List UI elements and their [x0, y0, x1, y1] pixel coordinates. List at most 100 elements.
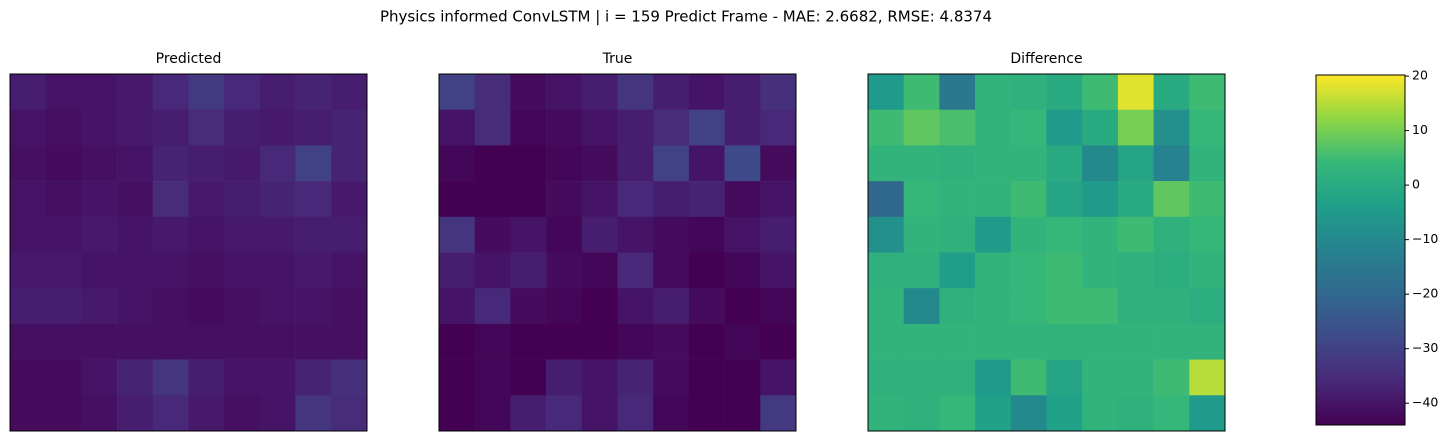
heatmap-cell	[581, 323, 618, 360]
heatmap-cell	[474, 216, 511, 253]
heatmap-cell	[975, 216, 1012, 253]
heatmap-cell	[152, 252, 189, 289]
heatmap-cell	[152, 145, 189, 182]
heatmap-cell	[617, 395, 654, 432]
heatmap-cell	[439, 288, 475, 325]
heatmap-cell	[617, 288, 654, 325]
heatmap-cell	[295, 252, 332, 289]
heatmap-cell	[903, 359, 940, 396]
heatmap-cell	[617, 359, 654, 396]
heatmap-cell	[1082, 395, 1119, 432]
heatmap-cell	[617, 74, 654, 110]
heatmap-cell	[331, 288, 368, 325]
heatmap-cell	[1010, 252, 1047, 289]
heatmap-cell	[760, 181, 797, 218]
heatmap-cell	[259, 181, 296, 218]
heatmap-cell	[1117, 323, 1154, 360]
heatmap-cell	[653, 145, 690, 182]
heatmap-cell	[546, 395, 583, 432]
heatmap-cell	[224, 109, 261, 146]
heatmap-cell	[760, 252, 797, 289]
heatmap-cell	[1046, 252, 1083, 289]
heatmap-cell	[439, 145, 475, 182]
heatmap-cell	[188, 216, 225, 253]
heatmap-cell	[653, 109, 690, 146]
heatmap-cell	[1010, 181, 1047, 218]
colorbar-tick-label: 10	[1412, 122, 1428, 137]
colorbar-tick-label: −20	[1412, 286, 1438, 301]
heatmap-cell	[259, 323, 296, 360]
heatmap-cell	[1117, 109, 1154, 146]
heatmap-cell	[10, 74, 46, 110]
heatmap-cell	[224, 216, 261, 253]
heatmap-cell	[259, 288, 296, 325]
heatmap-cell	[331, 145, 368, 182]
heatmap-cell	[1153, 145, 1190, 182]
heatmap-cell	[688, 323, 725, 360]
heatmap-cell	[581, 109, 618, 146]
heatmap-cell	[439, 109, 475, 146]
heatmap-cell	[295, 359, 332, 396]
heatmap-cell	[117, 323, 154, 360]
heatmap-cell	[510, 109, 547, 146]
heatmap-cell	[868, 216, 904, 253]
heatmap-cell	[581, 145, 618, 182]
heatmap-cell	[10, 252, 46, 289]
heatmap-cell	[331, 216, 368, 253]
heatmap-cell	[1117, 74, 1154, 110]
heatmap-cell	[45, 181, 82, 218]
heatmap-cell	[295, 216, 332, 253]
heatmap-cell	[724, 181, 761, 218]
heatmap-cell	[45, 145, 82, 182]
heatmap-cell	[510, 359, 547, 396]
heatmap-cell	[474, 181, 511, 218]
heatmap-cell	[1010, 395, 1047, 432]
heatmap-cell	[617, 181, 654, 218]
heatmap-cell	[653, 181, 690, 218]
heatmap-cell	[259, 109, 296, 146]
heatmap-cell	[259, 74, 296, 110]
heatmap-cell	[331, 74, 368, 110]
heatmap-cell	[939, 74, 976, 110]
heatmap-cell	[81, 288, 118, 325]
heatmap-cell	[1046, 288, 1083, 325]
heatmap-cell	[724, 252, 761, 289]
figure-title: Physics informed ConvLSTM | i = 159 Pred…	[380, 8, 992, 26]
heatmap-cell	[546, 252, 583, 289]
heatmap-cell	[117, 109, 154, 146]
heatmap-cell	[939, 181, 976, 218]
heatmap-cell	[510, 288, 547, 325]
heatmap-cell	[688, 288, 725, 325]
heatmap-cell	[903, 252, 940, 289]
heatmap-cell	[653, 252, 690, 289]
heatmap-cell	[117, 288, 154, 325]
heatmap-cell	[474, 74, 511, 110]
heatmap-cell	[688, 216, 725, 253]
heatmap-cell	[1046, 181, 1083, 218]
heatmap-cell	[1046, 323, 1083, 360]
heatmap-cell	[152, 216, 189, 253]
colorbar-tick-label: −10	[1412, 231, 1438, 246]
heatmap-cell	[1046, 216, 1083, 253]
heatmap-cell	[45, 216, 82, 253]
heatmap-cell	[331, 359, 368, 396]
heatmap-cell	[117, 252, 154, 289]
heatmap-cell	[688, 109, 725, 146]
panel-title: True	[602, 51, 633, 67]
heatmap-cell	[224, 359, 261, 396]
heatmap-cell	[259, 145, 296, 182]
heatmap-cell	[939, 395, 976, 432]
heatmap-cell	[117, 216, 154, 253]
heatmap-cell	[653, 288, 690, 325]
heatmap-cell	[117, 359, 154, 396]
colorbar-tick-label: 0	[1412, 177, 1420, 192]
colorbar-tick-label: −30	[1412, 340, 1438, 355]
heatmap-cell	[903, 145, 940, 182]
heatmap-cell	[152, 395, 189, 432]
heatmap-cell	[653, 216, 690, 253]
heatmap-cell	[152, 359, 189, 396]
heatmap-cell	[10, 216, 46, 253]
heatmap-cell	[724, 395, 761, 432]
heatmap-cell	[1010, 109, 1047, 146]
heatmap-cell	[1082, 323, 1119, 360]
